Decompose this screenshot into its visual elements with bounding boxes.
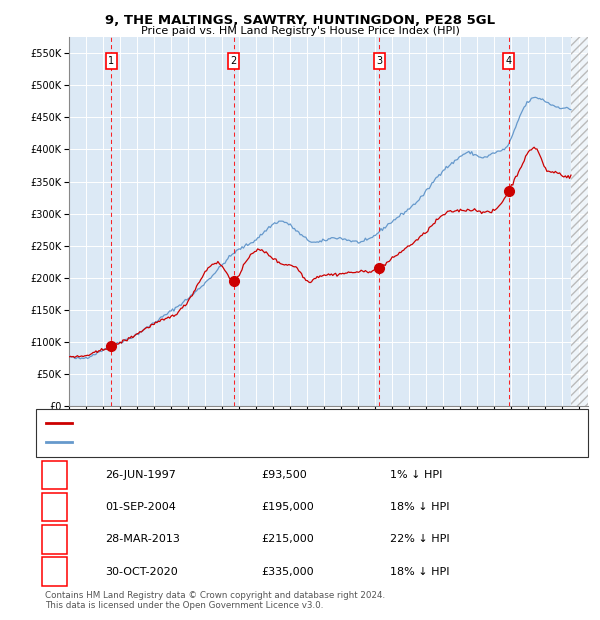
Text: 30-OCT-2020: 30-OCT-2020 <box>105 567 178 577</box>
Text: 9, THE MALTINGS, SAWTRY, HUNTINGDON, PE28 5GL: 9, THE MALTINGS, SAWTRY, HUNTINGDON, PE2… <box>105 14 495 27</box>
Text: 3: 3 <box>376 56 382 66</box>
Text: 2: 2 <box>230 56 236 66</box>
Text: £93,500: £93,500 <box>261 470 307 480</box>
Text: 1: 1 <box>109 56 115 66</box>
Text: 2: 2 <box>51 502 58 512</box>
Text: 1: 1 <box>51 470 58 480</box>
Text: 18% ↓ HPI: 18% ↓ HPI <box>390 502 449 512</box>
Text: Contains HM Land Registry data © Crown copyright and database right 2024.
This d: Contains HM Land Registry data © Crown c… <box>45 591 385 610</box>
Text: 26-JUN-1997: 26-JUN-1997 <box>105 470 176 480</box>
Text: £215,000: £215,000 <box>261 534 314 544</box>
Text: 01-SEP-2004: 01-SEP-2004 <box>105 502 176 512</box>
Text: 4: 4 <box>505 56 512 66</box>
Text: £195,000: £195,000 <box>261 502 314 512</box>
Text: 9, THE MALTINGS, SAWTRY, HUNTINGDON, PE28 5GL (detached house): 9, THE MALTINGS, SAWTRY, HUNTINGDON, PE2… <box>77 418 430 428</box>
Text: 18% ↓ HPI: 18% ↓ HPI <box>390 567 449 577</box>
Text: 28-MAR-2013: 28-MAR-2013 <box>105 534 180 544</box>
Text: Price paid vs. HM Land Registry's House Price Index (HPI): Price paid vs. HM Land Registry's House … <box>140 26 460 36</box>
Text: 3: 3 <box>51 534 58 544</box>
Text: 1% ↓ HPI: 1% ↓ HPI <box>390 470 442 480</box>
Text: 4: 4 <box>51 567 58 577</box>
Text: £335,000: £335,000 <box>261 567 314 577</box>
Text: 22% ↓ HPI: 22% ↓ HPI <box>390 534 449 544</box>
Text: HPI: Average price, detached house, Huntingdonshire: HPI: Average price, detached house, Hunt… <box>77 437 344 447</box>
